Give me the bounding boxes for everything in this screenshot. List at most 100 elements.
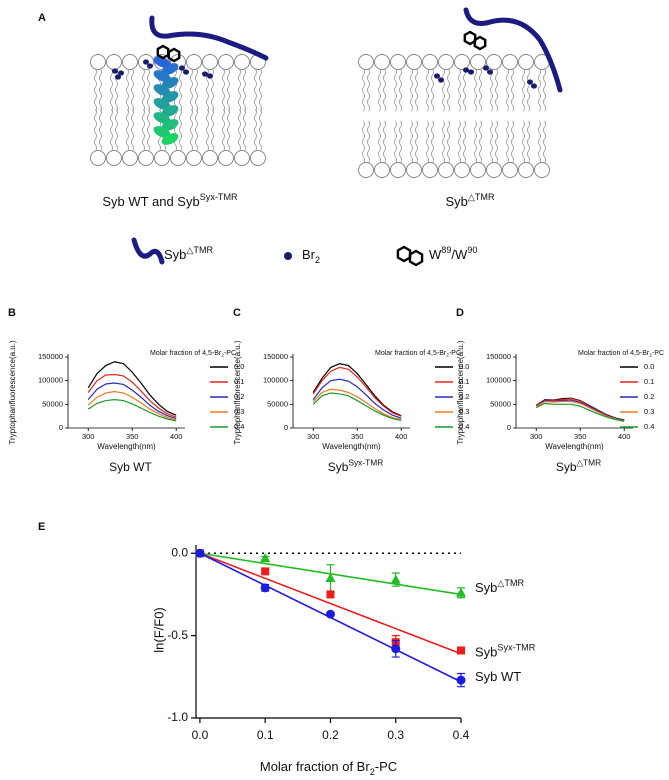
y-tick-label: 0 — [284, 423, 288, 432]
lipid-head — [422, 54, 438, 70]
helix-turn — [153, 84, 171, 96]
panel-caption: Syb△TMR — [556, 458, 601, 475]
lipid-tail — [227, 108, 230, 152]
lipid-tail — [190, 68, 193, 112]
y-tick-label: -0.5 — [167, 628, 188, 642]
legend-title: Molar fraction of 4,5-Br2-PC — [375, 350, 461, 359]
lipid-tail — [490, 68, 493, 112]
y-tick-label: 0 — [507, 423, 511, 432]
legend-title: Molar fraction of 4,5-Br2-PC — [150, 350, 236, 359]
legend-label-part: Syb — [164, 247, 186, 262]
x-tick-label: 350 — [351, 432, 364, 441]
legend-label: 0.2 — [644, 392, 654, 401]
diagram-caption-part: Syb — [445, 194, 467, 209]
lipid-tail — [522, 120, 525, 164]
lipid-tail — [463, 120, 466, 164]
lipid-tail — [506, 120, 509, 164]
lipid-tail — [506, 68, 509, 112]
x-tick-label: 300 — [530, 432, 543, 441]
lipid-tail — [126, 108, 129, 152]
legend-dot — [284, 252, 292, 260]
y-tick-label: 50000 — [490, 399, 511, 408]
lipid-tail — [243, 68, 246, 112]
lipid-head — [374, 162, 390, 178]
data-point — [391, 644, 401, 654]
helix-turn — [153, 126, 171, 138]
lipid-head — [234, 54, 250, 70]
lipid-tail — [131, 108, 134, 152]
data-point — [390, 574, 401, 584]
y-tick-label: 50000 — [42, 399, 63, 408]
lipid-tail — [394, 120, 397, 164]
panel-label: A — [38, 12, 46, 24]
lipid-tail — [538, 120, 541, 164]
bromine-atom — [202, 71, 208, 77]
y-tick-label: 50000 — [267, 399, 288, 408]
lipid-head — [186, 150, 202, 166]
lipid-head — [438, 54, 454, 70]
y-tick-label: 150000 — [263, 352, 288, 361]
lipid-head — [122, 150, 138, 166]
lipid-tail — [415, 120, 418, 164]
lipid-tail — [479, 120, 482, 164]
lipid-head — [90, 150, 106, 166]
diagram-caption: Syb WT and SybSyx-TMR — [102, 192, 238, 209]
legend-label: 0.1 — [234, 377, 244, 386]
series-label-part: Syb WT — [475, 670, 521, 685]
spectrum-line — [312, 388, 402, 421]
data-point — [326, 590, 335, 599]
helix-turn — [161, 119, 179, 131]
series-label: Syb WT — [475, 670, 521, 685]
helix-turn — [161, 77, 179, 89]
lipid-tail — [394, 68, 397, 112]
fit-line — [199, 552, 462, 655]
lipid-tail — [179, 68, 182, 112]
diagram-caption-part: Syb WT and Syb — [102, 194, 199, 209]
y-tick-label: 0.0 — [171, 545, 188, 559]
helix-turn — [161, 63, 179, 75]
panel-caption-part: △TMR — [577, 458, 602, 468]
spectrum-line — [87, 382, 177, 420]
lipid-tail — [543, 68, 546, 112]
data-point — [456, 675, 466, 685]
lipid-tail — [458, 120, 461, 164]
lipid-tail — [254, 108, 257, 152]
lipid-tail — [254, 68, 257, 112]
y-axis-label: Tryptophanfluorescence(a.u.) — [8, 340, 17, 445]
bromine-atom — [434, 73, 440, 79]
lipid-tail — [142, 108, 145, 152]
panel-caption: Syb WT — [109, 460, 152, 474]
tryptophan-ring — [167, 47, 181, 63]
lipid-head — [486, 162, 502, 178]
lipid-head — [218, 54, 234, 70]
lipid-tail — [222, 68, 225, 112]
spectrum-line — [535, 402, 625, 422]
lipid-tail — [543, 120, 546, 164]
lipid-head — [358, 162, 374, 178]
legend-label: 0.0 — [234, 362, 244, 371]
lipid-tail — [442, 68, 445, 112]
x-tick-label: 350 — [574, 432, 587, 441]
panel-label: E — [38, 521, 45, 533]
lipid-head — [390, 162, 406, 178]
legend-label: 0.3 — [459, 407, 469, 416]
bromine-atom — [143, 59, 149, 65]
legend-label: 0.2 — [459, 392, 469, 401]
lipid-tail — [238, 68, 241, 112]
spectrum-line — [535, 400, 625, 422]
legend-label-part: 2 — [315, 255, 320, 265]
lipid-tail — [522, 68, 525, 112]
helix-turn — [161, 105, 179, 117]
legend-label-part: /W — [451, 247, 468, 262]
lipid-head — [186, 54, 202, 70]
helix-turn — [153, 112, 171, 124]
legend-title-part: -PC — [224, 350, 236, 357]
lipid-head — [518, 54, 534, 70]
lipid-tail — [222, 108, 225, 152]
legend-label: 0.3 — [234, 407, 244, 416]
lipid-head — [470, 162, 486, 178]
lipid-tail — [211, 108, 214, 152]
lipid-head — [374, 54, 390, 70]
bromine-atom — [483, 65, 489, 71]
lipid-tail — [410, 120, 413, 164]
